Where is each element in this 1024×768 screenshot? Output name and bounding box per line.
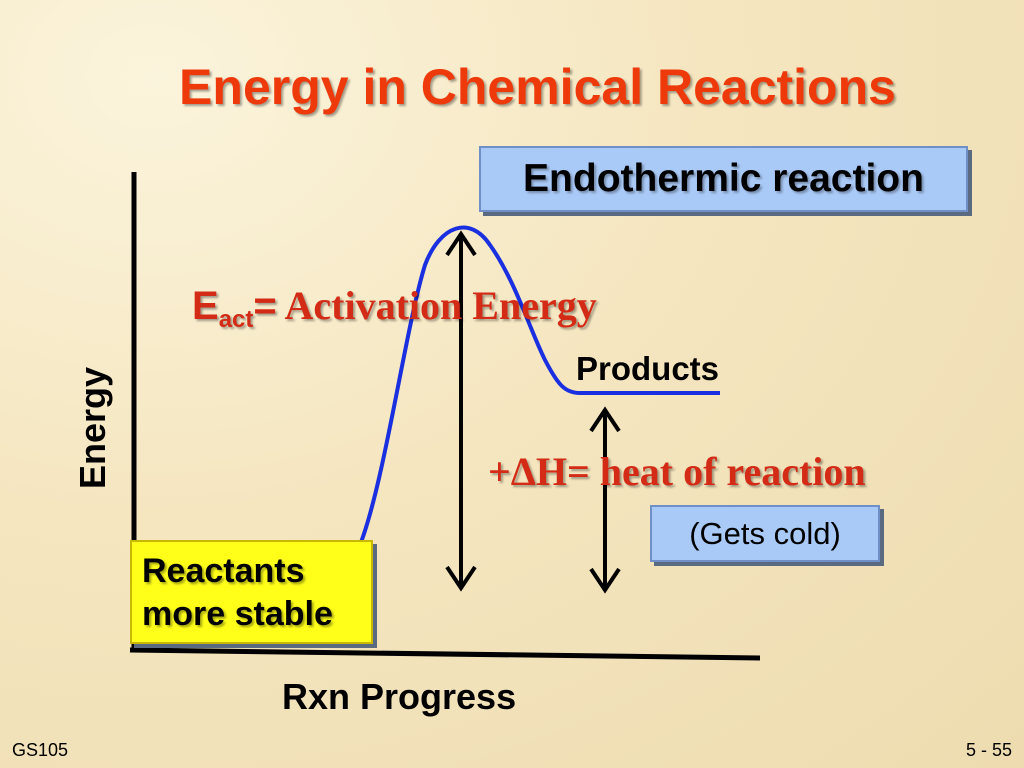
- gets-cold-label: (Gets cold): [689, 515, 841, 551]
- activation-energy-label: Eact= Activation Energy: [192, 282, 597, 333]
- footer-course-code: GS105: [12, 740, 69, 760]
- reaction-type-box: Endothermic reaction: [479, 146, 968, 212]
- activation-energy-arrow: [445, 230, 477, 592]
- gets-cold-box: (Gets cold): [650, 505, 880, 562]
- heat-of-reaction-label: +ΔH= heat of reaction: [488, 449, 866, 494]
- reactants-stability-label: more stable: [142, 595, 333, 633]
- reactants-box: Reactants more stable: [130, 540, 373, 644]
- products-label: Products: [576, 350, 720, 387]
- slide-title: Energy in Chemical Reactions: [179, 59, 896, 115]
- x-axis: [129, 647, 761, 661]
- y-axis-label: Energy: [72, 366, 113, 490]
- activation-equals: =: [253, 284, 277, 328]
- reactants-label: Reactants: [142, 552, 305, 590]
- activation-text: Activation Energy: [276, 283, 597, 328]
- x-axis-label: Rxn Progress: [282, 676, 517, 717]
- reaction-type-label: Endothermic reaction: [523, 157, 924, 200]
- heat-of-reaction-arrow: [589, 406, 621, 594]
- activation-subscript: act: [218, 306, 254, 333]
- activation-symbol: E: [192, 284, 219, 328]
- footer-slide-number: 5 - 55: [965, 740, 1012, 760]
